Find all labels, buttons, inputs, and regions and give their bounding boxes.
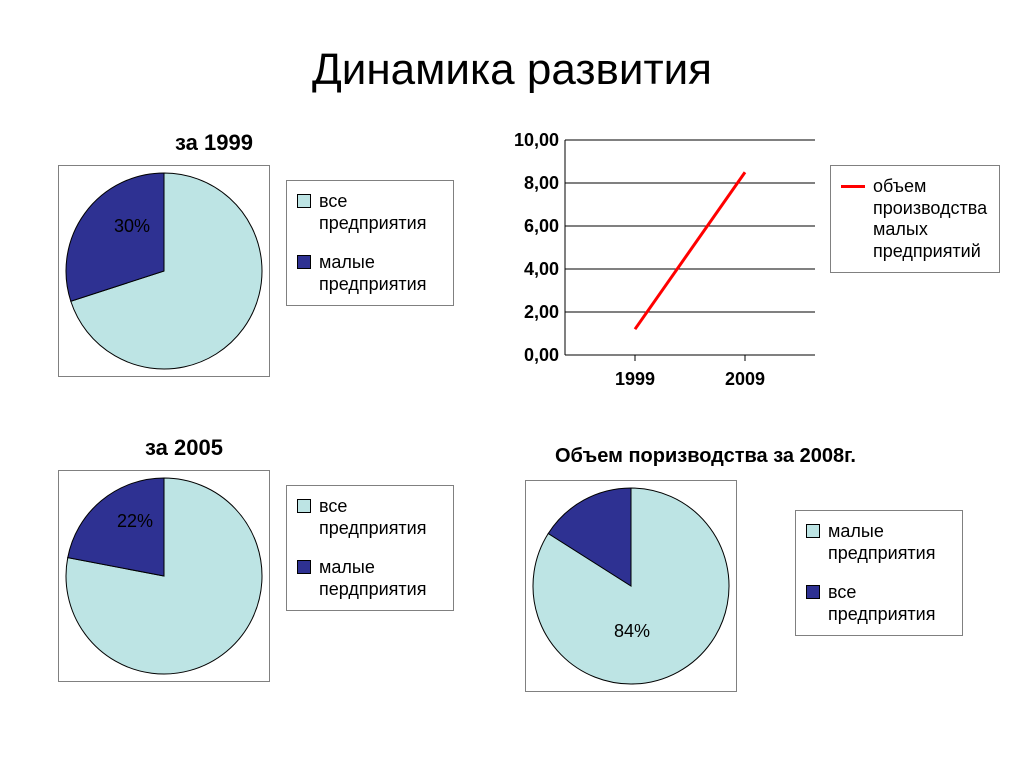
legend-item: все предприятия (297, 496, 443, 539)
legend-item: все предприятия (806, 582, 952, 625)
pie-2008: 84% (525, 480, 737, 692)
subhead-2005: за 2005 (145, 435, 223, 461)
pie-2005-svg (59, 471, 269, 681)
svg-text:2009: 2009 (725, 369, 765, 389)
pie-2008-svg (526, 481, 736, 691)
swatch-icon (806, 585, 820, 599)
svg-text:8,00: 8,00 (524, 173, 559, 193)
swatch-icon (297, 255, 311, 269)
swatch-icon (297, 194, 311, 208)
swatch-icon (297, 499, 311, 513)
legend-item: малые пердприятия (297, 557, 443, 600)
slide-title: Динамика развития (0, 45, 1024, 95)
legend-2005: все предприятия малые пердприятия (286, 485, 454, 611)
legend-text: малые пердприятия (319, 557, 443, 600)
pie-2005: 22% (58, 470, 270, 682)
legend-text: все предприятия (319, 496, 443, 539)
legend-text: объем производства малых предприятий (873, 176, 989, 262)
legend-line: объем производства малых предприятий (830, 165, 1000, 273)
svg-text:2,00: 2,00 (524, 302, 559, 322)
pie-2005-label: 22% (117, 511, 153, 532)
svg-text:0,00: 0,00 (524, 345, 559, 365)
svg-text:4,00: 4,00 (524, 259, 559, 279)
pie-2008-label: 84% (614, 621, 650, 642)
legend-text: малые предприятия (319, 252, 443, 295)
legend-text: малые предприятия (828, 521, 952, 564)
subhead-1999: за 1999 (175, 130, 253, 156)
svg-text:1999: 1999 (615, 369, 655, 389)
svg-text:10,00: 10,00 (514, 130, 559, 150)
legend-item: объем производства малых предприятий (841, 176, 989, 262)
legend-1999: все предприятия малые предприятия (286, 180, 454, 306)
line-chart-svg: 0,00 2,00 4,00 6,00 8,00 10,00 1999 2009 (505, 130, 825, 410)
subhead-2008: Объем поризводства за 2008г. (555, 445, 856, 468)
legend-item: малые предприятия (297, 252, 443, 295)
slide: Динамика развития за 1999 30% все предпр… (0, 0, 1024, 767)
pie-1999-svg (59, 166, 269, 376)
legend-2008: малые предприятия все предприятия (795, 510, 963, 636)
line-chart: 0,00 2,00 4,00 6,00 8,00 10,00 1999 2009 (505, 130, 825, 410)
svg-text:6,00: 6,00 (524, 216, 559, 236)
legend-item: все предприятия (297, 191, 443, 234)
pie-1999-label: 30% (114, 216, 150, 237)
pie-1999: 30% (58, 165, 270, 377)
legend-item: малые предприятия (806, 521, 952, 564)
swatch-icon (297, 560, 311, 574)
line-swatch-icon (841, 185, 865, 188)
legend-text: все предприятия (828, 582, 952, 625)
swatch-icon (806, 524, 820, 538)
legend-text: все предприятия (319, 191, 443, 234)
